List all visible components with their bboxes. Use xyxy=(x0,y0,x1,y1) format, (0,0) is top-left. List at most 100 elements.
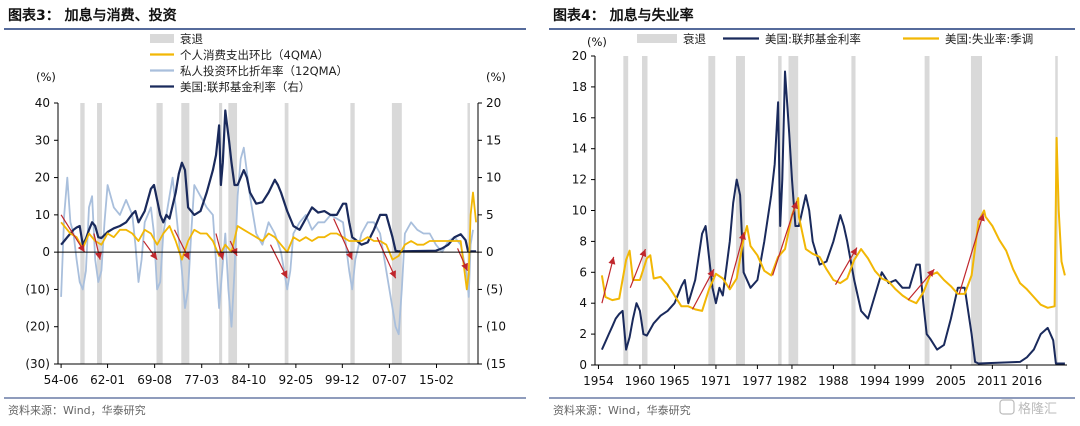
x-tick-label: 1965 xyxy=(659,374,690,388)
y-tick-label: 12 xyxy=(572,173,587,187)
x-tick-label: 1954 xyxy=(583,374,614,388)
x-tick-label: 1977 xyxy=(742,374,773,388)
x-tick-label: 2005 xyxy=(936,374,967,388)
watermark-text: 格隆汇 xyxy=(1018,401,1057,417)
trend-arrow xyxy=(772,201,798,276)
x-tick-label: 1960 xyxy=(625,374,656,388)
series-line xyxy=(600,136,1066,312)
x-tick-label: 15-02 xyxy=(419,373,454,387)
series-line xyxy=(60,109,477,253)
chart-left-svg: 图表3： 加息与消费、投资 40 30 20 10 0 (10) (20) (30) 20 15 1… xyxy=(4,7,526,417)
watermark: 格隆汇 xyxy=(999,399,1057,417)
source-note: 资料来源：Wind，华泰研究 xyxy=(8,403,146,417)
trend-arrow xyxy=(215,233,225,260)
y-tick-label: 6 xyxy=(579,265,587,279)
y-tick-label-right: (15 xyxy=(486,357,506,371)
recession-band xyxy=(284,103,289,364)
x-tick-label: 54-06 xyxy=(44,373,79,387)
legend-swatch-recession xyxy=(637,34,677,43)
y-tick-label-right: (10 xyxy=(486,320,506,334)
recession-band xyxy=(228,103,238,364)
y-tick-label-right: 5 xyxy=(486,208,494,222)
recession-band xyxy=(708,56,716,365)
trend-arrow xyxy=(728,231,746,288)
recession-band xyxy=(181,103,190,364)
trend-arrow xyxy=(143,240,158,260)
x-tick-label: 62-01 xyxy=(90,373,125,387)
series-line xyxy=(600,70,1065,365)
y-unit-right: (%) xyxy=(486,70,506,84)
trend-arrow xyxy=(173,229,190,260)
y-unit: (%) xyxy=(587,35,607,49)
trend-arrow xyxy=(834,247,858,285)
legend-label: 衰退 xyxy=(180,32,203,46)
y-tick-label: 0 xyxy=(579,358,587,372)
y-tick-label-left: (20) xyxy=(25,320,50,334)
y-tick-label-left: 30 xyxy=(35,133,50,147)
recession-band xyxy=(851,56,856,365)
y-tick-label: 4 xyxy=(579,296,587,310)
chart-panel-left: 图表3： 加息与消费、投资 40 30 20 10 0 (10) (20) (30) 20 15 1… xyxy=(0,0,530,422)
x-tick-label: 69-08 xyxy=(137,373,172,387)
trend-arrow xyxy=(333,218,353,260)
x-tick-label: 84-10 xyxy=(231,373,266,387)
y-tick-label: 2 xyxy=(579,327,587,341)
recession-band xyxy=(623,56,629,365)
recession-band xyxy=(641,56,648,365)
recession-band xyxy=(80,103,85,364)
legend-label: 美国:联邦基金利率（右） xyxy=(180,80,310,94)
x-tick-label: 77-03 xyxy=(184,373,219,387)
y-tick-label: 14 xyxy=(572,142,587,156)
recession-band xyxy=(97,103,102,364)
x-tick-label: 2016 xyxy=(1012,374,1043,388)
source-note: 资料来源：Wind，华泰研究 xyxy=(553,403,691,417)
trend-arrow xyxy=(93,233,102,260)
trend-arrow xyxy=(629,248,647,288)
legend-label: 美国:联邦基金利率 xyxy=(765,32,861,46)
y-tick-label: 18 xyxy=(572,80,587,94)
chart-title: 图表4： 加息与失业率 xyxy=(553,7,694,24)
y-tick-label-right: 15 xyxy=(486,133,501,147)
recession-band xyxy=(467,103,470,364)
y-tick-label: 16 xyxy=(572,111,587,125)
legend-swatch-recession xyxy=(150,34,174,43)
y-tick-label-left: 40 xyxy=(35,96,50,110)
y-tick-label-left: (30) xyxy=(25,357,50,371)
x-tick-label: 2011 xyxy=(977,374,1008,388)
trend-arrow xyxy=(60,214,86,253)
y-tick-label-right: 10 xyxy=(486,171,501,185)
chart-title: 图表3： 加息与消费、投资 xyxy=(8,7,177,24)
x-tick-label: 07-07 xyxy=(372,373,407,387)
y-tick-label: 8 xyxy=(579,234,587,248)
x-tick-label: 1999 xyxy=(894,374,925,388)
trend-arrow xyxy=(691,268,715,310)
y-tick-label-left: 0 xyxy=(42,245,50,259)
x-tick-label: 1971 xyxy=(701,374,732,388)
legend-label: 个人消费支出环比（4QMA） xyxy=(180,48,329,62)
recession-band xyxy=(219,103,223,364)
trend-arrow xyxy=(269,244,288,279)
trend-arrow xyxy=(376,236,397,279)
y-tick-label-left: (10) xyxy=(25,282,50,296)
trend-arrow xyxy=(601,256,616,304)
x-tick-label: 1982 xyxy=(777,374,808,388)
chart-panel-right: 图表4： 加息与失业率 20 18 16 14 12 10 8 6 4 2 0 (%) 1954 1960… xyxy=(545,0,1080,422)
y-tick-label-right: 20 xyxy=(486,96,501,110)
x-tick-label: 92-05 xyxy=(278,373,313,387)
watermark-logo-icon xyxy=(999,399,1015,415)
series-line xyxy=(60,191,477,291)
y-unit-left: (%) xyxy=(36,70,56,84)
y-tick-label: 20 xyxy=(572,49,587,63)
recession-band xyxy=(156,103,163,364)
y-tick-label: 10 xyxy=(572,204,587,218)
recession-band xyxy=(924,56,930,365)
recession-band xyxy=(970,56,982,365)
trend-arrow xyxy=(907,268,935,301)
y-tick-label-right: 0 xyxy=(486,245,494,259)
trend-arrow xyxy=(958,213,985,295)
recession-band xyxy=(391,103,402,364)
x-tick-label: 1994 xyxy=(860,374,891,388)
legend-label: 美国:失业率:季调 xyxy=(945,32,1033,46)
y-tick-label-left: 20 xyxy=(35,171,50,185)
y-tick-label-right: (5) xyxy=(486,282,503,296)
